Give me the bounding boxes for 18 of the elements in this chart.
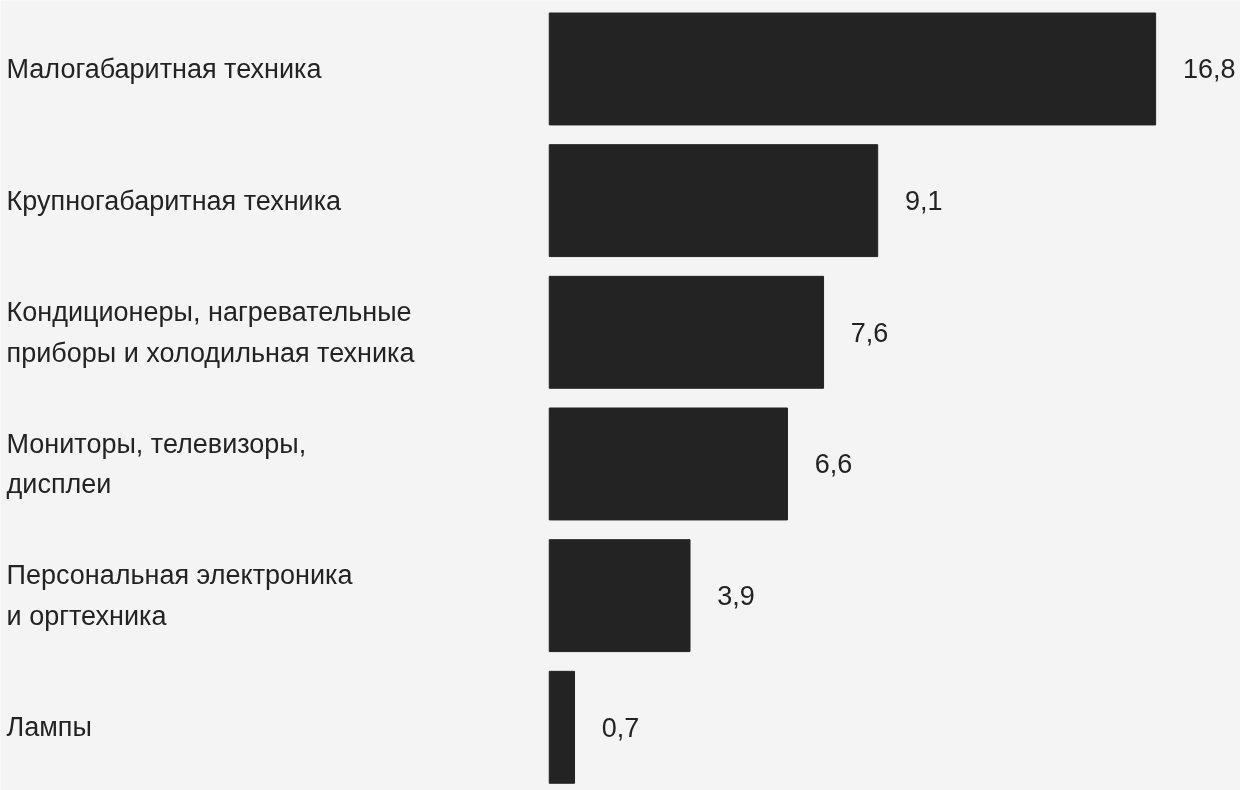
bar <box>548 144 879 258</box>
bar <box>548 275 825 389</box>
y-tick-label: Персональная электроника и оргтехника <box>6 560 354 631</box>
y-tick-label: Мониторы, телевизоры, дисплеи <box>6 428 307 500</box>
bar <box>548 539 691 653</box>
data-label: 6,6 <box>814 449 853 480</box>
bar <box>548 670 576 784</box>
data-label: 9,1 <box>904 186 943 217</box>
y-tick-label: Лампы <box>6 712 92 743</box>
data-label: 16,8 <box>1182 54 1236 85</box>
data-label: 0,7 <box>601 712 640 743</box>
data-label: 3,9 <box>717 581 755 612</box>
data-label: 7,6 <box>850 317 889 348</box>
y-tick-label: Малогабаритная техника <box>6 53 323 84</box>
bar <box>548 12 1157 126</box>
bar <box>548 407 788 521</box>
y-tick-label: Кондиционеры, нагревательные приборы и холодильная техника <box>6 297 416 368</box>
y-tick-label: Крупногабаритная техника <box>6 185 343 216</box>
